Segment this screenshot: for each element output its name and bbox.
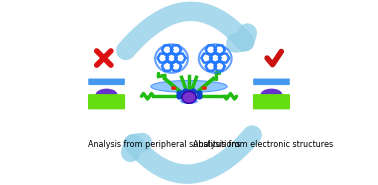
FancyBboxPatch shape xyxy=(88,94,125,109)
Text: Analysis from electronic structures: Analysis from electronic structures xyxy=(193,140,333,149)
Ellipse shape xyxy=(151,80,227,92)
Ellipse shape xyxy=(96,89,118,101)
Ellipse shape xyxy=(260,89,282,101)
Ellipse shape xyxy=(171,86,177,90)
FancyBboxPatch shape xyxy=(253,94,290,109)
FancyBboxPatch shape xyxy=(253,78,290,85)
Ellipse shape xyxy=(201,86,207,90)
FancyBboxPatch shape xyxy=(88,78,125,85)
Ellipse shape xyxy=(182,91,196,103)
Ellipse shape xyxy=(181,99,197,103)
Text: Analysis from peripheral substitutions: Analysis from peripheral substitutions xyxy=(88,140,240,149)
